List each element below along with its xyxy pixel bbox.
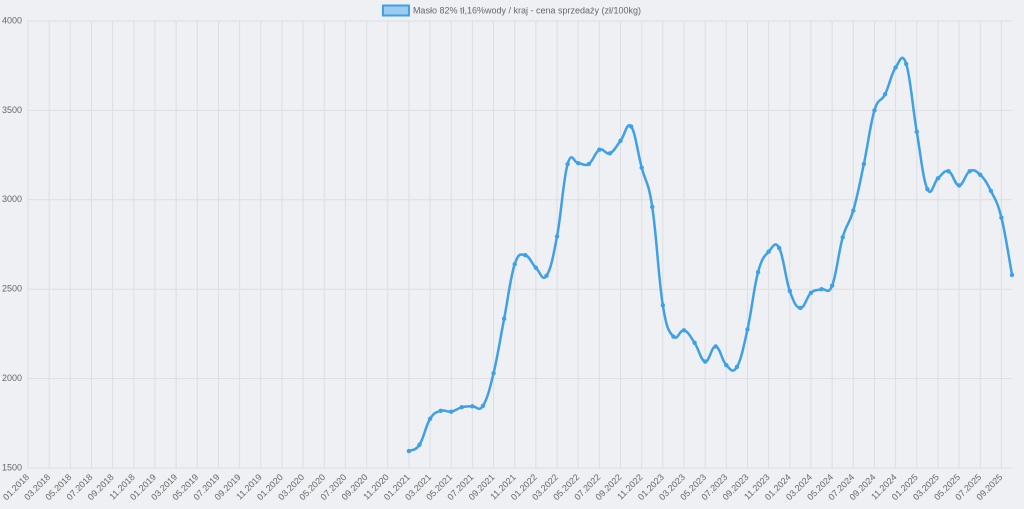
point: [544, 273, 549, 278]
point: [491, 371, 496, 376]
point: [872, 108, 877, 113]
y-tick-label: 4000: [2, 15, 22, 25]
y-tick-label: 3500: [2, 105, 22, 115]
point: [787, 288, 793, 294]
point: [628, 124, 634, 129]
point: [650, 204, 655, 210]
y-tick-label: 1500: [2, 462, 22, 472]
point: [999, 215, 1004, 220]
point: [533, 265, 539, 270]
point: [470, 404, 475, 409]
point: [597, 147, 602, 152]
point: [565, 161, 570, 167]
point: [702, 359, 708, 364]
point: [406, 448, 412, 454]
y-tick-label: 3000: [2, 194, 22, 204]
point: [575, 160, 581, 166]
legend-label: Masło 82% tł,16%wody / kraj - cena sprze…: [413, 5, 641, 15]
point: [829, 283, 835, 288]
point: [755, 270, 761, 275]
point: [925, 186, 930, 192]
point: [840, 235, 845, 240]
point: [1009, 272, 1015, 278]
point: [724, 362, 729, 368]
point: [978, 172, 983, 177]
point: [734, 364, 740, 370]
point: [967, 168, 972, 174]
point: [459, 405, 465, 410]
y-tick-label: 2000: [2, 373, 22, 383]
point: [618, 138, 623, 143]
point: [893, 65, 898, 70]
point: [988, 188, 994, 194]
point: [427, 416, 433, 422]
point: [777, 245, 782, 251]
point: [449, 409, 454, 414]
point: [819, 287, 824, 292]
point: [808, 290, 814, 295]
point: [438, 408, 443, 413]
point: [554, 234, 560, 239]
point: [512, 261, 517, 267]
y-tick-label: 2500: [2, 284, 22, 294]
point: [956, 183, 962, 188]
point: [851, 208, 856, 213]
point: [713, 344, 718, 349]
point: [480, 403, 486, 408]
point: [501, 316, 507, 321]
point: [882, 92, 888, 97]
point: [607, 151, 613, 156]
point: [946, 168, 951, 174]
point: [745, 327, 750, 332]
point: [681, 328, 687, 333]
point: [417, 442, 422, 447]
point: [766, 249, 771, 254]
point: [935, 176, 941, 181]
point: [639, 165, 644, 170]
point: [798, 305, 803, 311]
point: [523, 253, 528, 258]
point: [586, 161, 591, 167]
legend-swatch: [381, 4, 410, 17]
point: [660, 303, 666, 308]
point: [692, 340, 697, 346]
point: [671, 334, 676, 339]
point: [914, 129, 919, 135]
point: [903, 61, 909, 67]
point: [861, 161, 867, 167]
line: [408, 56, 1014, 453]
